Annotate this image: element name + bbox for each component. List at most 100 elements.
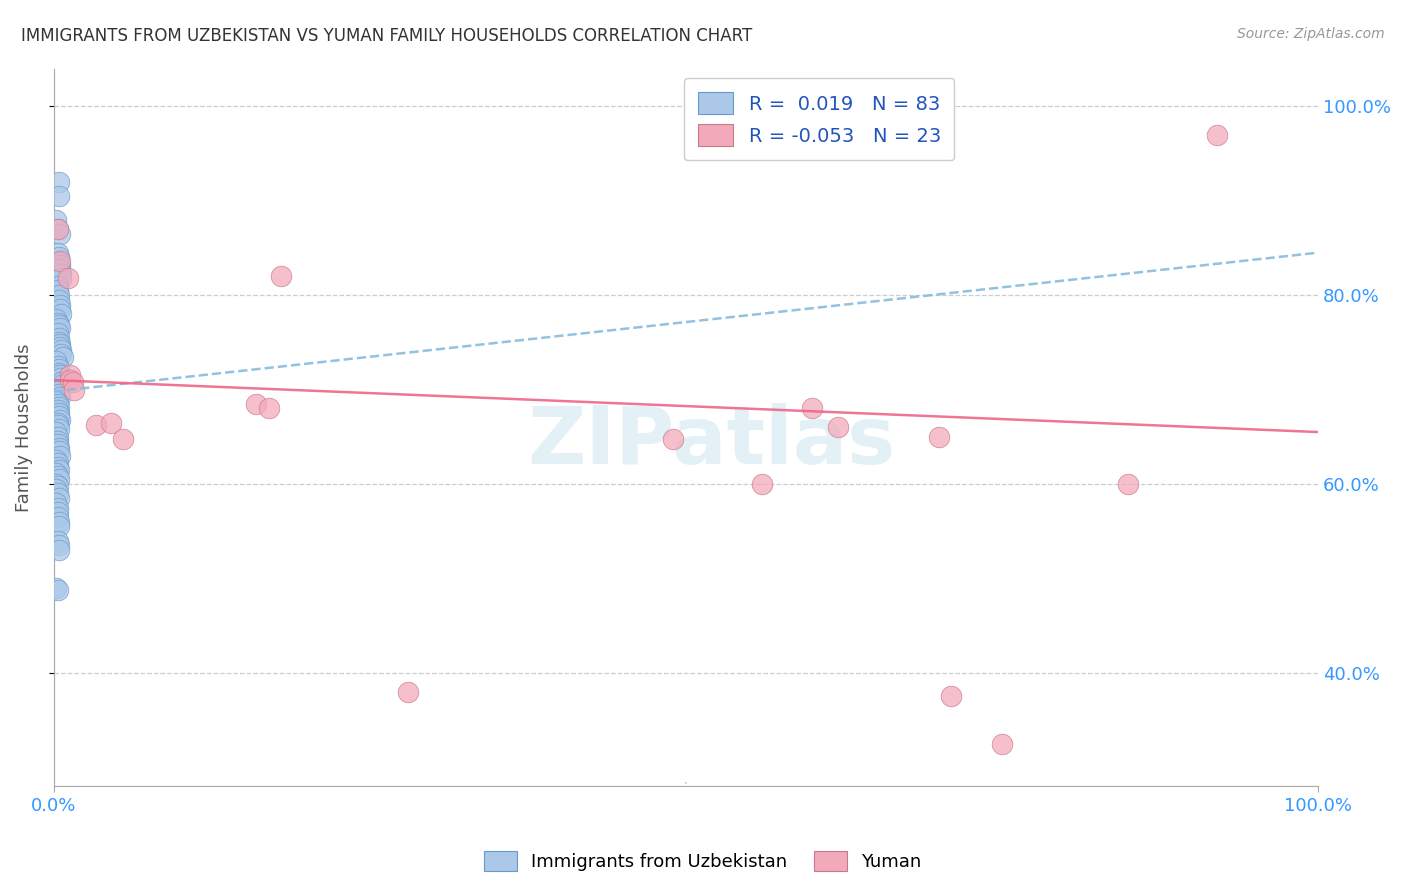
Point [48, 293, 70, 307]
Point [1206, 128, 1229, 142]
Point [46, 222, 69, 236]
Point [48, 400, 70, 414]
Point [48, 189, 70, 203]
Point [52, 350, 75, 364]
Point [46, 510, 69, 524]
Point [48, 463, 70, 477]
Point [46, 384, 69, 399]
Point [49, 337, 72, 351]
Point [46, 486, 69, 500]
Point [662, 432, 685, 446]
Point [991, 737, 1014, 751]
Point [48, 491, 70, 505]
Point [48, 335, 70, 350]
Point [46, 500, 69, 515]
Point [48, 366, 70, 380]
Point [49, 297, 72, 311]
Point [49, 302, 72, 317]
Point [48, 406, 70, 420]
Point [45, 393, 67, 408]
Point [827, 420, 849, 434]
Point [48, 444, 70, 458]
Point [49, 321, 72, 335]
Point [49, 227, 72, 241]
Text: Source: ZipAtlas.com: Source: ZipAtlas.com [1237, 27, 1385, 41]
Point [45, 466, 67, 480]
Point [46, 505, 69, 519]
Point [45, 212, 67, 227]
Point [48, 255, 70, 269]
Point [46, 418, 69, 433]
Point [48, 318, 70, 333]
Point [56, 271, 79, 285]
Point [48, 361, 70, 376]
Point [63, 383, 86, 397]
Text: IMMIGRANTS FROM UZBEKISTAN VS YUMAN FAMILY HOUSEHOLDS CORRELATION CHART: IMMIGRANTS FROM UZBEKISTAN VS YUMAN FAMI… [21, 27, 752, 45]
Point [48, 288, 70, 302]
Point [48, 538, 70, 552]
Point [51, 307, 73, 321]
Point [751, 477, 773, 491]
Point [49, 258, 72, 272]
Point [46, 317, 69, 331]
Point [59, 368, 82, 383]
Point [46, 456, 69, 470]
Point [46, 430, 69, 444]
Point [112, 432, 135, 446]
Point [49, 368, 72, 383]
Point [45, 581, 67, 595]
Point [396, 684, 419, 698]
Point [46, 533, 69, 548]
Point [48, 422, 70, 436]
Point [46, 416, 69, 430]
Point [49, 413, 72, 427]
Point [84, 418, 107, 433]
Point [46, 245, 69, 260]
Point [245, 397, 267, 411]
Point [48, 472, 70, 486]
Point [48, 543, 70, 558]
Y-axis label: Family Households: Family Households [15, 343, 32, 512]
Point [801, 401, 824, 416]
Point [270, 269, 292, 284]
Point [941, 690, 963, 704]
Point [49, 340, 72, 354]
Point [48, 387, 70, 401]
Point [46, 479, 69, 493]
Point [48, 515, 70, 529]
Text: ZIPatlas: ZIPatlas [527, 402, 896, 481]
Point [51, 271, 73, 285]
Point [46, 359, 69, 373]
Point [1118, 477, 1140, 491]
Point [45, 453, 67, 467]
Point [48, 175, 70, 189]
Point [46, 284, 69, 298]
Point [46, 222, 69, 236]
Point [49, 449, 72, 463]
Point [51, 347, 73, 361]
Point [46, 278, 69, 293]
Point [62, 375, 84, 389]
Point [51, 343, 73, 357]
Point [46, 437, 69, 451]
Point [257, 401, 280, 416]
Point [45, 425, 67, 439]
Point [46, 582, 69, 597]
Point [100, 416, 122, 430]
Point [45, 311, 67, 326]
Point [48, 519, 70, 533]
Point [46, 460, 69, 475]
Point [48, 331, 70, 345]
Point [45, 354, 67, 368]
Point [51, 377, 73, 392]
Point [49, 371, 72, 385]
Point [46, 469, 69, 483]
Point [928, 430, 950, 444]
Point [48, 441, 70, 455]
Point [49, 254, 72, 268]
Point [48, 251, 70, 265]
Point [45, 477, 67, 491]
Point [49, 261, 72, 276]
Point [46, 383, 69, 397]
Point [46, 403, 69, 417]
